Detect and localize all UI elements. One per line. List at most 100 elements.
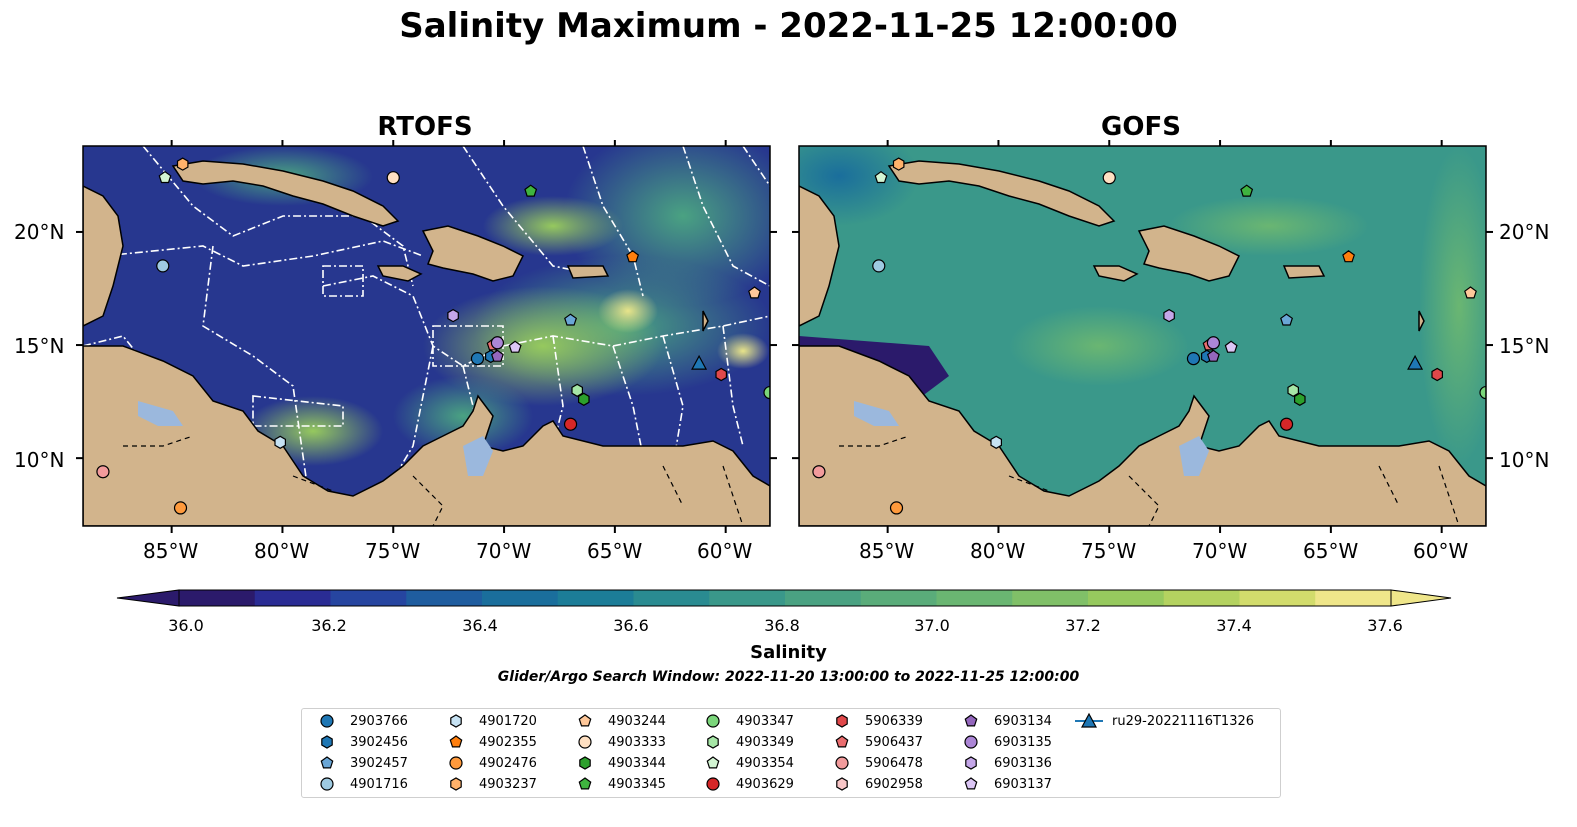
figure-title: Salinity Maximum - 2022-11-25 12:00:00 <box>399 6 1178 46</box>
legend-label: 6902958 <box>865 776 923 792</box>
float-marker-4903349 <box>571 383 583 397</box>
legend-marker <box>320 756 334 769</box>
legend-marker <box>835 756 849 770</box>
legend-marker <box>320 714 334 728</box>
colorbar-tick: 36.8 <box>764 616 800 635</box>
legend-label: 4903629 <box>736 776 794 792</box>
legend-label: 4903333 <box>608 734 666 750</box>
legend-item: 5906478 <box>827 753 923 773</box>
legend-label: 4903244 <box>608 713 666 729</box>
float-marker-6903135 <box>490 336 505 350</box>
legend-label: ru29-20221116T1326 <box>1112 713 1255 729</box>
legend-item: 6903135 <box>956 732 1052 752</box>
colorbar-cell <box>482 590 559 606</box>
legend-label: 2903766 <box>350 713 408 729</box>
panel-title-gofs: GOFS <box>1101 112 1181 142</box>
salinity-blob <box>1009 306 1189 386</box>
float-marker-5906339 <box>715 367 728 382</box>
float-marker-4902476 <box>889 501 904 515</box>
legend-label: 6903136 <box>994 755 1052 771</box>
lon-label: 85°W <box>859 539 915 563</box>
legend-label: 6903135 <box>994 734 1052 750</box>
legend-item: 4903244 <box>570 711 666 731</box>
legend-label: 6903134 <box>994 713 1052 729</box>
colorbar-tick: 36.4 <box>462 616 498 635</box>
colorbar-cell <box>179 590 256 606</box>
lon-label: 65°W <box>587 539 643 563</box>
legend-item: 2903766 <box>312 711 408 731</box>
float-marker-6903136 <box>1163 308 1175 323</box>
search-window-text: Glider/Argo Search Window: 2022-11-20 13… <box>497 669 1080 685</box>
lon-label: 80°W <box>970 539 1026 563</box>
legend-item: 4903237 <box>441 774 537 794</box>
legend-marker <box>321 735 333 749</box>
legend-marker <box>320 777 334 791</box>
legend-marker <box>450 714 462 728</box>
legend-item: ru29-20221116T1326 <box>1074 711 1254 731</box>
legend-label: 4902355 <box>479 734 537 750</box>
float-marker-6903135 <box>1206 336 1221 350</box>
legend-label: 4903349 <box>736 734 794 750</box>
legend-marker <box>835 735 849 748</box>
legend-item: 5906437 <box>827 732 923 752</box>
legend-item: 4903354 <box>698 753 794 773</box>
legend-label: 4903344 <box>608 755 666 771</box>
legend-item: 3902457 <box>312 753 408 773</box>
legend-marker <box>449 756 463 770</box>
map-gofs-canvas <box>799 146 1486 526</box>
legend-marker <box>706 714 720 728</box>
lat-label-left: 10°N <box>14 448 65 472</box>
map-rtofs[interactable] <box>83 146 770 526</box>
colorbar-cell <box>254 590 331 606</box>
panel-title-rtofs: RTOFS <box>377 112 473 142</box>
colorbar-tick: 36.2 <box>311 616 347 635</box>
legend-item: 4903344 <box>570 753 666 773</box>
map-rtofs-canvas <box>83 146 770 526</box>
legend-marker <box>578 735 592 749</box>
colorbar-cell <box>557 590 634 606</box>
colorbar-tick: 36.6 <box>613 616 649 635</box>
lon-label: 75°W <box>1081 539 1137 563</box>
legend-label: 5906478 <box>865 755 923 771</box>
legend-marker <box>965 756 977 770</box>
float-marker-4903333 <box>386 171 400 185</box>
lat-label-right: 15°N <box>1499 334 1550 358</box>
legend-marker <box>706 756 720 769</box>
legend-label: 4901720 <box>479 713 537 729</box>
legend-item: 6903136 <box>956 753 1052 773</box>
legend-marker <box>964 777 978 790</box>
float-marker-5906339 <box>1431 367 1444 382</box>
colorbar-tick: 37.4 <box>1216 616 1252 635</box>
map-gofs[interactable] <box>799 146 1486 526</box>
lon-label: 65°W <box>1303 539 1359 563</box>
float-marker-4901716 <box>156 259 170 273</box>
lat-label-left: 15°N <box>14 334 65 358</box>
legend-label: 5906339 <box>865 713 923 729</box>
colorbar-cell <box>330 590 407 606</box>
float-marker-6903136 <box>447 308 459 323</box>
legend-item: 4901720 <box>441 711 537 731</box>
legend-marker <box>578 777 592 790</box>
legend-marker <box>449 735 463 748</box>
float-marker-4903629 <box>1279 417 1294 431</box>
colorbar-cell <box>1239 590 1316 606</box>
float-marker-4901720 <box>274 435 286 449</box>
colorbar-cell <box>936 590 1013 606</box>
legend-item: 4903349 <box>698 732 794 752</box>
legend-item: 4903347 <box>698 711 794 731</box>
lon-label: 60°W <box>1413 539 1469 563</box>
lat-label-right: 20°N <box>1499 220 1550 244</box>
colorbar-cell <box>709 590 786 606</box>
float-marker-5906478 <box>96 465 110 479</box>
legend-item: 3902456 <box>312 732 408 752</box>
float-marker-4903349 <box>1287 383 1299 397</box>
colorbar-tick: 37.0 <box>914 616 950 635</box>
lon-label: 80°W <box>254 539 310 563</box>
legend-label: 6903137 <box>994 776 1052 792</box>
legend-marker <box>578 714 592 727</box>
lon-label: 60°W <box>697 539 753 563</box>
float-marker-4901716 <box>872 259 886 273</box>
colorbar-cells <box>116 589 1452 607</box>
legend-item: 6902958 <box>827 774 923 794</box>
colorbar-extend-low <box>116 589 180 607</box>
